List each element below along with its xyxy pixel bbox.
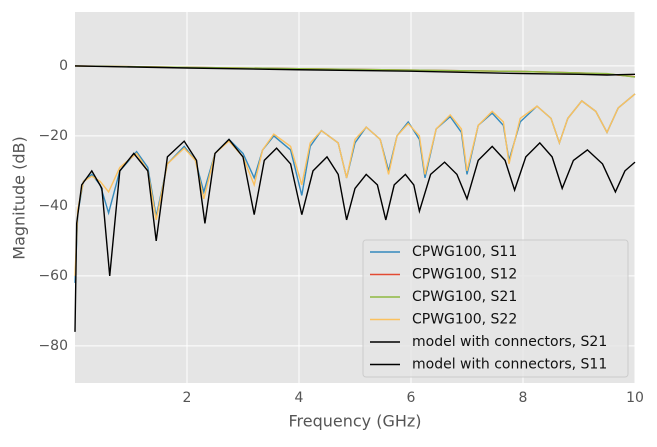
series-line <box>74 93 636 276</box>
y-tick-label: −60 <box>38 268 68 284</box>
legend-label: model with connectors, S21 <box>412 334 607 350</box>
x-axis-label: Frequency (GHz) <box>288 412 421 431</box>
y-tick-label: 0 <box>59 58 68 74</box>
series-line <box>74 65 636 78</box>
legend: CPWG100, S11 CPWG100, S12 CPWG100, S21 CPWG… <box>362 239 629 378</box>
x-tick-label: 8 <box>519 390 528 406</box>
legend-box <box>362 239 629 378</box>
x-tick-label: 6 <box>407 390 416 406</box>
legend-label: CPWG100, S22 <box>412 312 517 328</box>
legend-label: CPWG100, S11 <box>412 244 517 260</box>
ticks: 2 4 6 8 10 0 −20 −40 −60 −80 <box>38 58 643 406</box>
x-tick-label: 2 <box>183 390 192 406</box>
lines <box>74 65 636 332</box>
y-tick-label: −20 <box>38 128 68 144</box>
x-tick-label: 10 <box>626 390 644 406</box>
x-tick-label: 4 <box>295 390 304 406</box>
y-axis-label: Magnitude (dB) <box>10 136 29 259</box>
series-line <box>74 65 636 76</box>
y-tick-label: −80 <box>38 338 68 354</box>
series-line <box>74 138 636 332</box>
y-tick-label: −40 <box>38 198 68 214</box>
legend-label: CPWG100, S21 <box>412 289 517 305</box>
legend-label: CPWG100, S12 <box>412 267 517 283</box>
legend-label: model with connectors, S11 <box>412 357 607 373</box>
